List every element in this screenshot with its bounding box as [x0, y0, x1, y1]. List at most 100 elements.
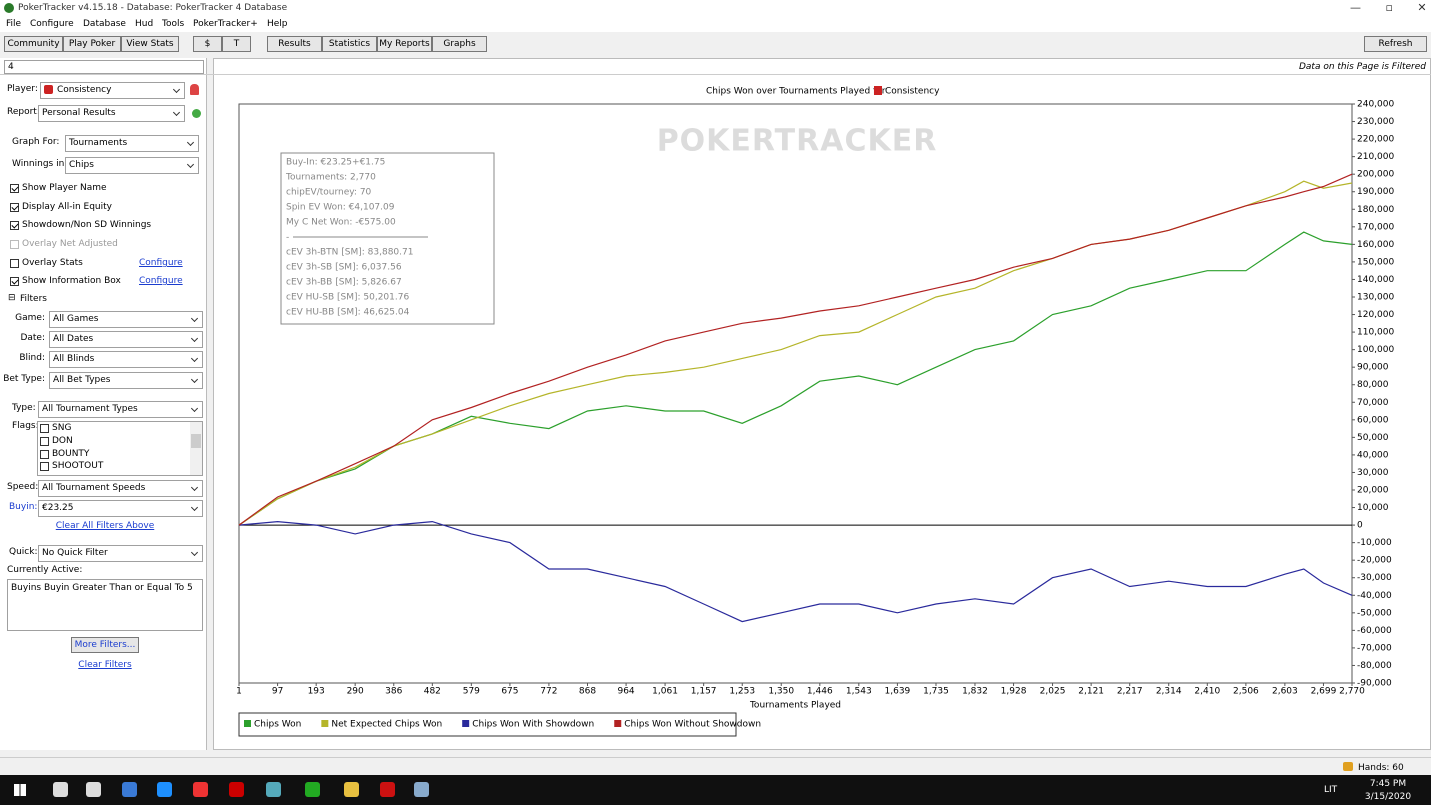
y-tick-label: 180,000	[1357, 205, 1394, 215]
menu-item[interactable]: Help	[267, 19, 288, 29]
window-controls[interactable]: — ▫ ✕	[1350, 1, 1427, 14]
field-label: Quick:	[9, 547, 38, 557]
menu-item[interactable]: Tools	[162, 19, 185, 29]
info-line: cEV HU-BB [SM]: 46,625.04	[286, 308, 410, 318]
toolbar-button[interactable]: Results	[267, 36, 322, 52]
x-tick-label: 2,506	[1233, 687, 1259, 697]
refresh-button[interactable]: Refresh	[1364, 36, 1427, 52]
toolbar-button[interactable]: Community	[4, 36, 63, 52]
chart-title: Chips Won over Tournaments Played for	[706, 87, 886, 97]
x-tick-label: 1,446	[807, 687, 833, 697]
taskbar-icon[interactable]	[193, 782, 208, 797]
checkbox[interactable]	[10, 184, 19, 193]
configure-link[interactable]: Configure	[139, 258, 183, 268]
y-tick-label: 150,000	[1357, 257, 1394, 267]
y-tick-label: 110,000	[1357, 328, 1394, 338]
checkbox	[10, 240, 19, 249]
x-tick-label: 1,639	[885, 687, 911, 697]
taskbar-icon[interactable]	[266, 782, 281, 797]
dropdown[interactable]: No Quick Filter	[38, 545, 203, 562]
y-tick-label: 100,000	[1357, 345, 1394, 355]
dropdown[interactable]: €23.25	[38, 500, 203, 517]
checkbox[interactable]	[40, 462, 49, 471]
field-label: Report:	[7, 107, 40, 117]
dropdown[interactable]: All Blinds	[49, 351, 203, 368]
taskbar-icon[interactable]	[229, 782, 244, 797]
dropdown[interactable]: All Dates	[49, 331, 203, 348]
taskbar-icon[interactable]	[344, 782, 359, 797]
menu-item[interactable]: Database	[83, 19, 126, 29]
flags-list[interactable]	[37, 421, 203, 476]
info-line: cEV 3h-BTN [SM]: 83,880.71	[286, 248, 413, 258]
more-filters-button[interactable]: More Filters...	[71, 637, 139, 653]
clear-above-link[interactable]: Clear All Filters Above	[55, 521, 155, 531]
x-tick-label: 193	[308, 687, 325, 697]
y-tick-label: 220,000	[1357, 135, 1394, 145]
toolbar-button[interactable]: $	[193, 36, 222, 52]
clear-filters-link[interactable]: Clear Filters	[78, 660, 132, 670]
toolbar-button[interactable]: T	[222, 36, 251, 52]
dropdown[interactable]: All Tournament Types	[38, 401, 203, 418]
dropdown[interactable]: All Bet Types	[49, 372, 203, 389]
search-box[interactable]: 4	[4, 60, 204, 74]
info-line: -	[286, 233, 289, 243]
field-label: Speed:	[7, 482, 39, 492]
dropdown[interactable]: Chips	[65, 157, 199, 174]
y-tick-label: 230,000	[1357, 117, 1394, 127]
taskbar-icon[interactable]	[86, 782, 101, 797]
filter-label: Bet Type:	[3, 374, 45, 384]
menu-item[interactable]: Configure	[30, 19, 74, 29]
window-title: PokerTracker v4.15.18 - Database: PokerT…	[18, 3, 288, 13]
y-tick-label: -70,000	[1357, 643, 1392, 653]
y-tick-label: 160,000	[1357, 240, 1394, 250]
configure-link[interactable]: Configure	[139, 276, 183, 286]
checkbox[interactable]	[10, 277, 19, 286]
taskbar-icon[interactable]	[53, 782, 68, 797]
series-line	[238, 520, 1353, 623]
taskbar-icon[interactable]	[414, 782, 429, 797]
dropdown[interactable]: All Tournament Speeds	[38, 480, 203, 497]
x-tick-label: 97	[272, 687, 283, 697]
y-tick-label: -40,000	[1357, 591, 1392, 601]
toolbar-button[interactable]: Graphs	[432, 36, 487, 52]
taskbar-icon[interactable]	[380, 782, 395, 797]
start-button[interactable]	[14, 784, 26, 796]
y-tick-label: 140,000	[1357, 275, 1394, 285]
toolbar-button[interactable]: View Stats	[121, 36, 179, 52]
checkbox[interactable]	[40, 437, 49, 446]
info-line: Buy-In: €23.25+€1.75	[286, 158, 385, 168]
filters-collapse[interactable]: ⊟	[8, 293, 16, 303]
dropdown[interactable]: Consistency	[40, 82, 185, 99]
flag-label: SHOOTOUT	[52, 461, 104, 471]
y-tick-label: 240,000	[1357, 100, 1394, 110]
checkbox[interactable]	[10, 203, 19, 212]
checkbox[interactable]	[10, 259, 19, 268]
toolbar-button[interactable]: Statistics	[322, 36, 377, 52]
x-tick-label: 1,543	[846, 687, 872, 697]
y-tick-label: -60,000	[1357, 626, 1392, 636]
x-tick-label: 1,832	[962, 687, 988, 697]
taskbar-icon[interactable]	[157, 782, 172, 797]
x-tick-label: 579	[463, 687, 480, 697]
toolbar-button[interactable]: My Reports	[377, 36, 432, 52]
plot-frame	[238, 103, 1353, 684]
taskbar-icon[interactable]	[122, 782, 137, 797]
checkbox[interactable]	[40, 424, 49, 433]
dropdown[interactable]: All Games	[49, 311, 203, 328]
checkbox[interactable]	[40, 450, 49, 459]
x-tick-label: 1,928	[1001, 687, 1027, 697]
info-line: cEV 3h-BB [SM]: 5,826.67	[286, 278, 402, 288]
legend	[238, 712, 737, 737]
toolbar-button[interactable]: Play Poker	[63, 36, 121, 52]
y-tick-label: 60,000	[1357, 415, 1389, 425]
language: LIT	[1324, 785, 1338, 795]
taskbar-icon[interactable]	[305, 782, 320, 797]
menu-item[interactable]: PokerTracker+	[193, 19, 258, 29]
dropdown[interactable]: Tournaments	[65, 135, 199, 152]
scroll-thumb	[191, 434, 201, 448]
menu-item[interactable]: Hud	[135, 19, 154, 29]
title-bar	[0, 0, 1431, 17]
dropdown[interactable]: Personal Results	[38, 105, 185, 122]
menu-item[interactable]: File	[6, 19, 22, 29]
checkbox[interactable]	[10, 221, 19, 230]
